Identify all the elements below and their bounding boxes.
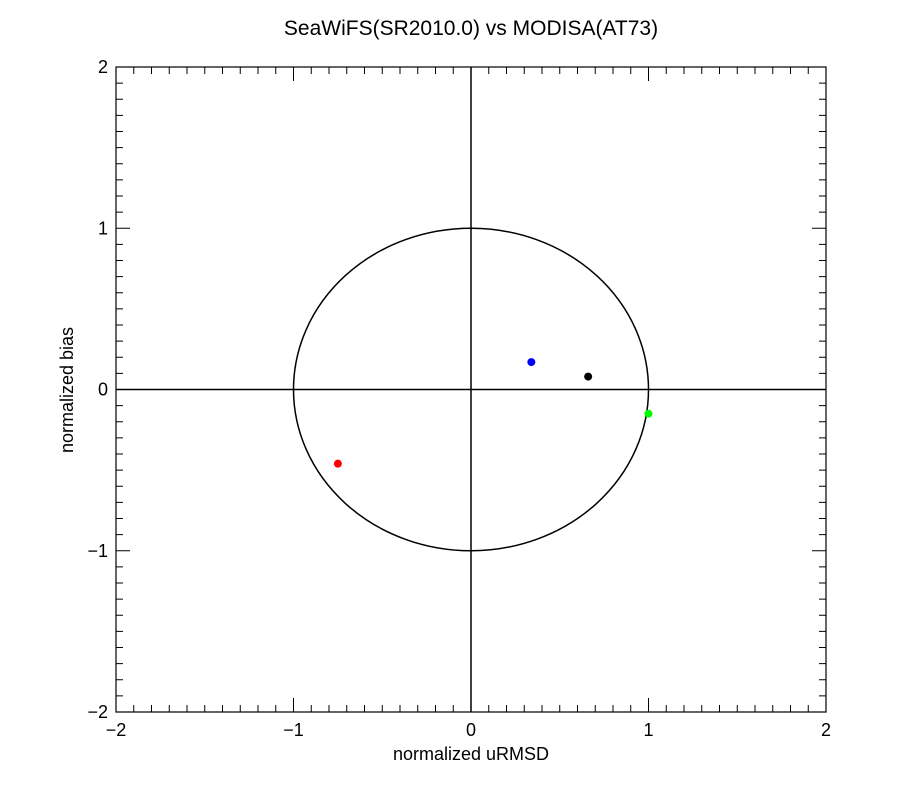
data-point bbox=[644, 409, 653, 418]
y-tick-label: −2 bbox=[87, 702, 108, 722]
y-tick-label: −1 bbox=[87, 541, 108, 561]
y-tick-label: 2 bbox=[98, 57, 108, 77]
x-tick-label: 1 bbox=[643, 720, 653, 740]
x-tick-label: 0 bbox=[466, 720, 476, 740]
data-points bbox=[333, 358, 653, 468]
y-tick-label: 1 bbox=[98, 218, 108, 238]
x-tick-label: −1 bbox=[283, 720, 304, 740]
data-point bbox=[333, 459, 342, 468]
tick-labels: −2 −1 0 1 2 −2 −1 0 1 2 bbox=[87, 57, 831, 740]
y-axis-label: normalized bias bbox=[57, 327, 77, 453]
unit-reference-circle bbox=[292, 227, 650, 552]
x-tick-label: 2 bbox=[821, 720, 831, 740]
data-point bbox=[584, 372, 593, 381]
x-axis-label: normalized uRMSD bbox=[393, 744, 549, 764]
chart-title: SeaWiFS(SR2010.0) vs MODISA(AT73) bbox=[284, 17, 658, 40]
x-tick-label: −2 bbox=[106, 720, 127, 740]
y-tick-label: 0 bbox=[98, 380, 108, 400]
data-point bbox=[527, 358, 536, 367]
